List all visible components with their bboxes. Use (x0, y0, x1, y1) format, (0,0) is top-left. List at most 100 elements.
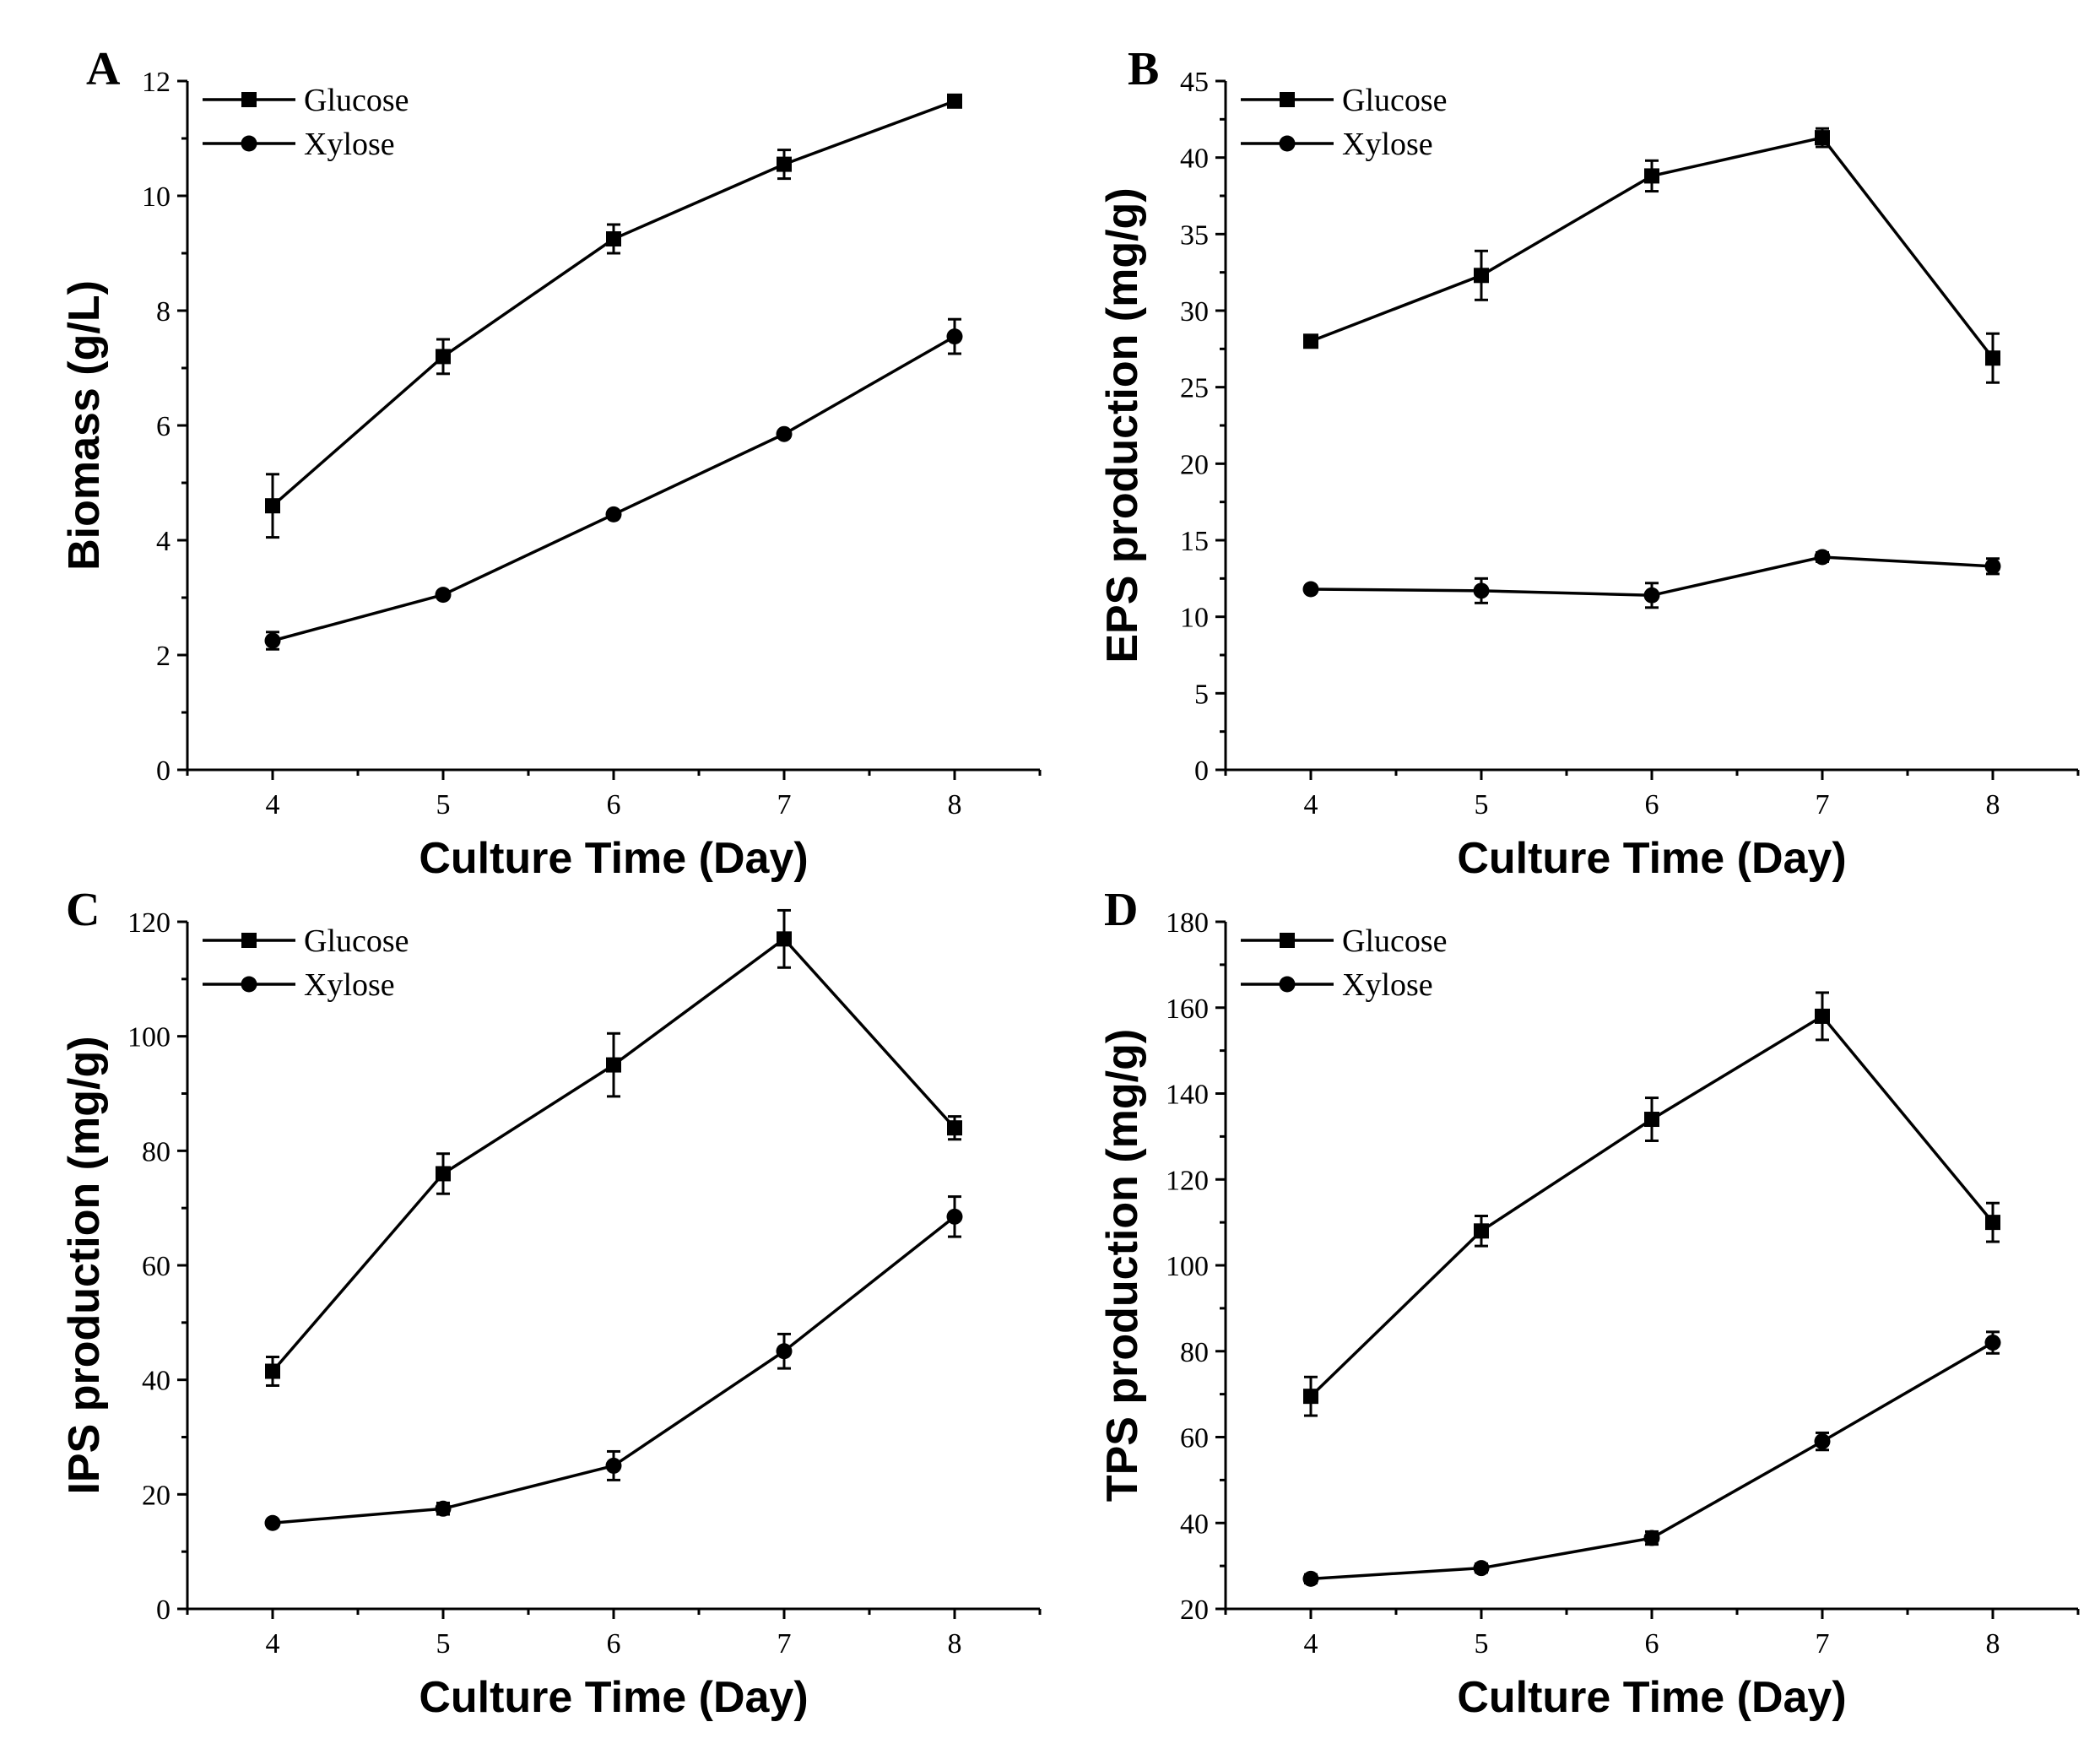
data-point (606, 1057, 621, 1073)
y-tick-label: 40 (1180, 143, 1209, 175)
data-point (265, 1363, 280, 1379)
x-tick-label: 5 (1475, 1628, 1489, 1660)
y-tick-label: 100 (1166, 1251, 1209, 1282)
y-tick-label: 45 (1180, 67, 1209, 98)
legend-label: Glucose (304, 923, 409, 959)
y-axis-title: IPS production (mg/g) (60, 1036, 109, 1494)
data-point (1815, 130, 1830, 146)
data-point (946, 328, 963, 345)
y-tick-label: 100 (127, 1022, 170, 1053)
y-tick-label: 10 (142, 181, 170, 213)
y-tick-label: 60 (1180, 1423, 1209, 1454)
data-point (264, 632, 281, 649)
y-axis-title: EPS production (mg/g) (1098, 187, 1147, 663)
x-axis-title: Culture Time (Day) (419, 834, 808, 883)
y-tick-label: 40 (1180, 1508, 1209, 1540)
legend-marker (1279, 135, 1296, 152)
x-tick-label: 6 (607, 1628, 621, 1660)
y-tick-label: 180 (1166, 907, 1209, 939)
data-point (1473, 1560, 1490, 1577)
axes (1224, 922, 2078, 1611)
data-point (1302, 1570, 1319, 1587)
data-point (1644, 168, 1659, 184)
x-tick-label: 7 (777, 789, 792, 820)
y-tick-label: 6 (156, 411, 170, 442)
y-tick-label: 20 (1180, 1595, 1209, 1626)
series-xylose (264, 1195, 963, 1531)
legend-entry: Glucose (203, 923, 409, 959)
x-tick-label: 5 (436, 789, 451, 820)
y-tick-label: 15 (1180, 526, 1209, 557)
x-tick-label: 8 (948, 789, 962, 820)
series-line (271, 936, 956, 1373)
data-point (1474, 268, 1489, 284)
legend-entry: Glucose (1241, 83, 1448, 118)
data-point (776, 425, 793, 442)
data-point (1473, 582, 1490, 599)
x-tick-label: 8 (948, 1628, 962, 1660)
legend-marker (241, 976, 257, 993)
data-point (435, 587, 452, 604)
x-tick-label: 4 (266, 789, 280, 820)
y-tick-label: 160 (1166, 994, 1209, 1025)
y-tick-label: 80 (142, 1136, 170, 1167)
data-point (1815, 1008, 1830, 1024)
data-point (1985, 350, 2000, 366)
y-tick-label: 0 (156, 1595, 170, 1626)
y-tick-label: 2 (156, 641, 170, 672)
y-tick-label: 20 (1180, 449, 1209, 480)
y-tick-label: 5 (1194, 679, 1209, 710)
legend-entry: Xylose (203, 127, 395, 162)
y-tick-label: 0 (156, 755, 170, 787)
x-tick-label: 6 (607, 789, 621, 820)
data-point (436, 1166, 451, 1182)
series-glucose (265, 93, 962, 539)
series-glucose (1303, 127, 2000, 384)
data-point (947, 93, 962, 109)
data-point (777, 156, 792, 172)
x-tick-label: 8 (1986, 1628, 2000, 1660)
legend-marker (1279, 976, 1296, 993)
data-point (1814, 1433, 1831, 1450)
series-glucose (1303, 991, 2000, 1417)
x-tick-label: 6 (1645, 789, 1659, 820)
legend-label: Glucose (1342, 923, 1448, 959)
series-xylose (1302, 549, 2001, 609)
series-xylose (1302, 1330, 2001, 1587)
series-line (1309, 1014, 1994, 1398)
x-tick-label: 4 (266, 1628, 280, 1660)
y-tick-label: 25 (1180, 373, 1209, 404)
data-point (1984, 558, 2001, 575)
y-tick-label: 4 (156, 526, 170, 557)
x-tick-label: 5 (1475, 789, 1489, 820)
x-tick-label: 4 (1304, 789, 1318, 820)
series-xylose (264, 317, 963, 651)
series-glucose (265, 908, 962, 1387)
legend-entry: Xylose (203, 967, 395, 1003)
axes (186, 922, 1040, 1611)
legend-marker (1280, 933, 1295, 948)
y-axis-title: TPS production (mg/g) (1098, 1029, 1147, 1502)
y-axis-title: Biomass (g/L) (60, 280, 109, 571)
data-point (1643, 587, 1660, 604)
legend-marker (241, 92, 257, 107)
legend-entry: Xylose (1241, 967, 1433, 1003)
y-tick-label: 30 (1180, 296, 1209, 328)
data-point (264, 1514, 281, 1531)
legend-entry: Xylose (1241, 127, 1433, 162)
data-point (947, 1120, 962, 1136)
data-point (1984, 1335, 2001, 1351)
legend-marker (241, 933, 257, 948)
y-tick-label: 8 (156, 296, 170, 328)
data-point (435, 1500, 452, 1517)
chart-panel-a: 0 2 4 6 8 10 12 4 5 6 7 8 Culture Time (Day) Biomass … (60, 43, 1042, 883)
x-tick-label: 4 (1304, 1628, 1318, 1660)
y-tick-label: 120 (127, 907, 170, 939)
y-tick-label: 60 (142, 1251, 170, 1282)
legend-entry: Glucose (203, 83, 409, 118)
data-point (1303, 333, 1318, 349)
legend-label: Xylose (1342, 967, 1433, 1003)
axes (186, 81, 1040, 772)
x-axis-title: Culture Time (Day) (1457, 1673, 1846, 1722)
